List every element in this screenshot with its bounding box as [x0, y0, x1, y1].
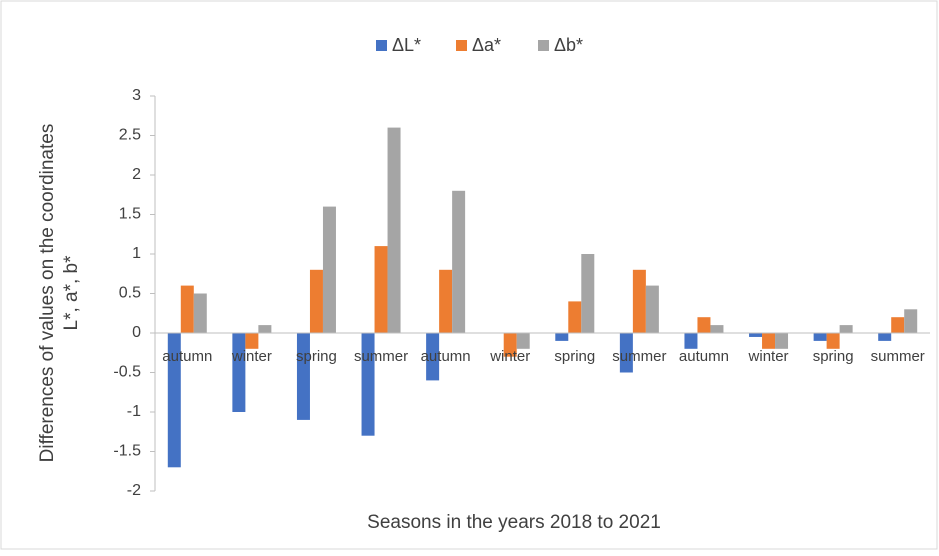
- bar: [839, 325, 853, 333]
- bar: [762, 333, 776, 349]
- bar: [813, 333, 827, 341]
- bar: [710, 325, 724, 333]
- legend-swatch: [538, 40, 549, 51]
- y-tick-label: 2.5: [119, 127, 141, 144]
- y-tick-label: 3: [132, 87, 141, 104]
- bar: [619, 333, 633, 373]
- bar: [568, 301, 582, 333]
- x-tick-label: spring: [296, 348, 337, 365]
- bar: [904, 309, 918, 333]
- bar: [296, 333, 310, 420]
- bar: [167, 333, 181, 468]
- y-axis-title-line: L*, a*, b*: [61, 255, 82, 331]
- bar: [775, 333, 789, 349]
- bar: [555, 333, 569, 341]
- bar: [581, 254, 595, 333]
- x-tick-label: winter: [231, 348, 272, 365]
- x-tick-label: summer: [354, 348, 408, 365]
- bar: [826, 333, 840, 349]
- x-tick-label: summer: [871, 348, 925, 365]
- x-tick-label: spring: [813, 348, 854, 365]
- bar: [258, 325, 272, 333]
- bar: [309, 269, 323, 333]
- bar: [426, 333, 440, 381]
- bar: [891, 317, 905, 333]
- x-tick-label: winter: [748, 348, 789, 365]
- y-tick-label: 1.5: [119, 206, 141, 223]
- bar: [452, 190, 466, 333]
- bar: [322, 206, 336, 333]
- bar: [697, 317, 711, 333]
- y-tick-label: 1: [132, 245, 141, 262]
- y-axis-title-line: Differences of values on the coordinates: [37, 124, 58, 463]
- y-tick-label: -1: [127, 403, 141, 420]
- y-tick-label: 0.5: [119, 285, 141, 302]
- bar: [232, 333, 246, 412]
- y-axis-title: Differences of values on the coordinates…: [37, 124, 82, 463]
- legend-label: Δa*: [472, 35, 501, 55]
- bar: [878, 333, 892, 341]
- legend-swatch: [456, 40, 467, 51]
- bar: [632, 269, 646, 333]
- x-tick-label: autumn: [421, 348, 471, 365]
- bar: [180, 285, 194, 333]
- x-tick-label: winter: [489, 348, 530, 365]
- y-tick-label: -0.5: [113, 364, 141, 381]
- y-tick-label: -2: [127, 482, 141, 499]
- bar: [439, 269, 453, 333]
- x-tick-label: summer: [612, 348, 666, 365]
- legend-swatch: [376, 40, 387, 51]
- y-tick-label: 0: [132, 324, 141, 341]
- x-tick-label: autumn: [162, 348, 212, 365]
- bar: [645, 285, 659, 333]
- x-axis-title: Seasons in the years 2018 to 2021: [367, 512, 661, 533]
- bar: [516, 333, 530, 349]
- y-tick-label: 2: [132, 166, 141, 183]
- y-tick-label: -1.5: [113, 443, 141, 460]
- x-tick-label: autumn: [679, 348, 729, 365]
- legend-label: ΔL*: [392, 35, 421, 55]
- bar: [684, 333, 698, 349]
- bar: [245, 333, 259, 349]
- bar: [749, 333, 763, 337]
- bar: [387, 127, 401, 333]
- bar: [503, 333, 517, 357]
- x-tick-label: spring: [554, 348, 595, 365]
- bar: [193, 293, 207, 333]
- bar: [374, 246, 388, 333]
- legend-label: Δb*: [554, 35, 583, 55]
- bar: [361, 333, 375, 436]
